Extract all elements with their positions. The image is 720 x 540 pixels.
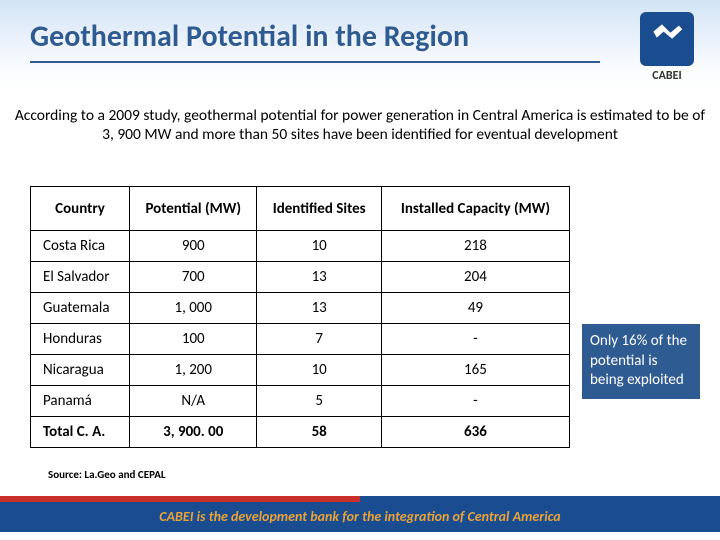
cell-potential: 3, 900. 00 — [130, 417, 257, 448]
cell-country: Costa Rica — [31, 231, 130, 262]
footer-text: CABEI is the development bank for the in… — [0, 502, 720, 532]
cell-sites: 58 — [257, 417, 381, 448]
source-label: Source: La.Geo and CEPAL — [48, 468, 166, 481]
callout-box: Only 16% of the potential is being explo… — [582, 324, 700, 399]
cell-sites: 13 — [257, 293, 381, 324]
page-title: Geothermal Potential in the Region — [30, 18, 600, 63]
cell-country: Panamá — [31, 386, 130, 417]
cell-potential: N/A — [130, 386, 257, 417]
content-row: Country Potential (MW) Identified Sites … — [30, 186, 706, 448]
intro-paragraph: According to a 2009 study, geothermal po… — [14, 106, 706, 145]
col-country: Country — [31, 187, 130, 231]
cell-installed: 49 — [381, 293, 569, 324]
cell-potential: 1, 000 — [130, 293, 257, 324]
cell-installed: 204 — [381, 262, 569, 293]
cell-country: El Salvador — [31, 262, 130, 293]
table-row: Honduras 100 7 - — [31, 324, 570, 355]
footer-bottom — [0, 532, 720, 540]
cell-country: Honduras — [31, 324, 130, 355]
footer: CABEI is the development bank for the in… — [0, 496, 720, 540]
logo-icon — [640, 12, 694, 66]
potential-table: Country Potential (MW) Identified Sites … — [30, 186, 570, 448]
logo-text: CABEI — [632, 69, 702, 83]
col-potential: Potential (MW) — [130, 187, 257, 231]
cell-sites: 13 — [257, 262, 381, 293]
cell-installed: 218 — [381, 231, 569, 262]
cell-country: Total C. A. — [31, 417, 130, 448]
cell-country: Nicaragua — [31, 355, 130, 386]
cell-potential: 1, 200 — [130, 355, 257, 386]
cell-sites: 10 — [257, 355, 381, 386]
cell-installed: 636 — [381, 417, 569, 448]
cell-potential: 900 — [130, 231, 257, 262]
cell-country: Guatemala — [31, 293, 130, 324]
org-logo: CABEI — [632, 12, 702, 83]
cell-sites: 7 — [257, 324, 381, 355]
col-sites: Identified Sites — [257, 187, 381, 231]
col-installed: Installed Capacity (MW) — [381, 187, 569, 231]
cell-potential: 100 — [130, 324, 257, 355]
table-row: Costa Rica 900 10 218 — [31, 231, 570, 262]
cell-installed: - — [381, 324, 569, 355]
cell-sites: 10 — [257, 231, 381, 262]
table-row: Nicaragua 1, 200 10 165 — [31, 355, 570, 386]
cell-installed: - — [381, 386, 569, 417]
cell-installed: 165 — [381, 355, 569, 386]
table-header-row: Country Potential (MW) Identified Sites … — [31, 187, 570, 231]
cell-potential: 700 — [130, 262, 257, 293]
table-row: El Salvador 700 13 204 — [31, 262, 570, 293]
cell-sites: 5 — [257, 386, 381, 417]
table-total-row: Total C. A. 3, 900. 00 58 636 — [31, 417, 570, 448]
table-row: Guatemala 1, 000 13 49 — [31, 293, 570, 324]
table-row: Panamá N/A 5 - — [31, 386, 570, 417]
